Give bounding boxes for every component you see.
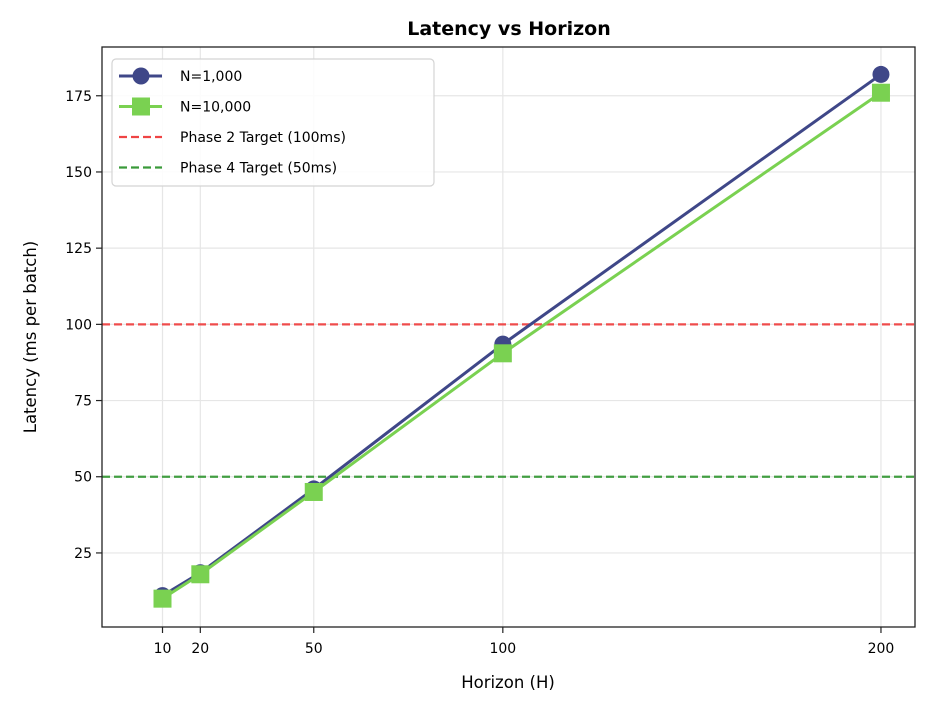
data-point-square [304, 482, 323, 501]
x-tick-label: 200 [868, 641, 895, 657]
data-point-square [493, 344, 512, 363]
y-axis-ticks: 25 50 75 100 125 150 175 [65, 89, 102, 562]
legend-label: N=1,000 [180, 69, 242, 85]
data-series [153, 65, 890, 608]
y-axis-label: Latency (ms per batch) [21, 241, 40, 434]
legend-square-icon [132, 97, 150, 116]
legend-label: Phase 2 Target (100ms) [180, 130, 346, 146]
data-point-square [871, 83, 890, 102]
target-lines [102, 323, 915, 478]
x-axis-ticks: 10 20 50 100 200 [154, 627, 895, 657]
data-point-square [153, 589, 172, 608]
y-tick-label: 25 [74, 546, 92, 562]
x-tick-label: 10 [154, 641, 172, 657]
data-point-square [191, 565, 210, 584]
legend-label: Phase 4 Target (50ms) [180, 161, 337, 177]
y-tick-label: 125 [65, 241, 92, 257]
y-tick-label: 150 [65, 165, 92, 181]
y-tick-label: 100 [65, 317, 92, 333]
x-tick-label: 100 [489, 641, 516, 657]
data-point-circle [872, 65, 890, 83]
y-tick-label: 50 [74, 470, 92, 486]
legend-circle-icon [132, 67, 150, 85]
x-axis-label: Horizon (H) [461, 673, 555, 692]
plot-frame [101, 46, 916, 628]
y-tick-label: 175 [65, 89, 92, 105]
x-tick-label: 20 [191, 641, 209, 657]
y-tick-label: 75 [74, 394, 92, 410]
chart-title: Latency vs Horizon [407, 18, 610, 40]
legend-label: N=10,000 [180, 100, 251, 116]
x-tick-label: 50 [305, 641, 323, 657]
legend: N=1,000 N=10,000 Phase 2 Target (100ms) Pha… [111, 58, 435, 187]
legend-box [111, 58, 435, 187]
